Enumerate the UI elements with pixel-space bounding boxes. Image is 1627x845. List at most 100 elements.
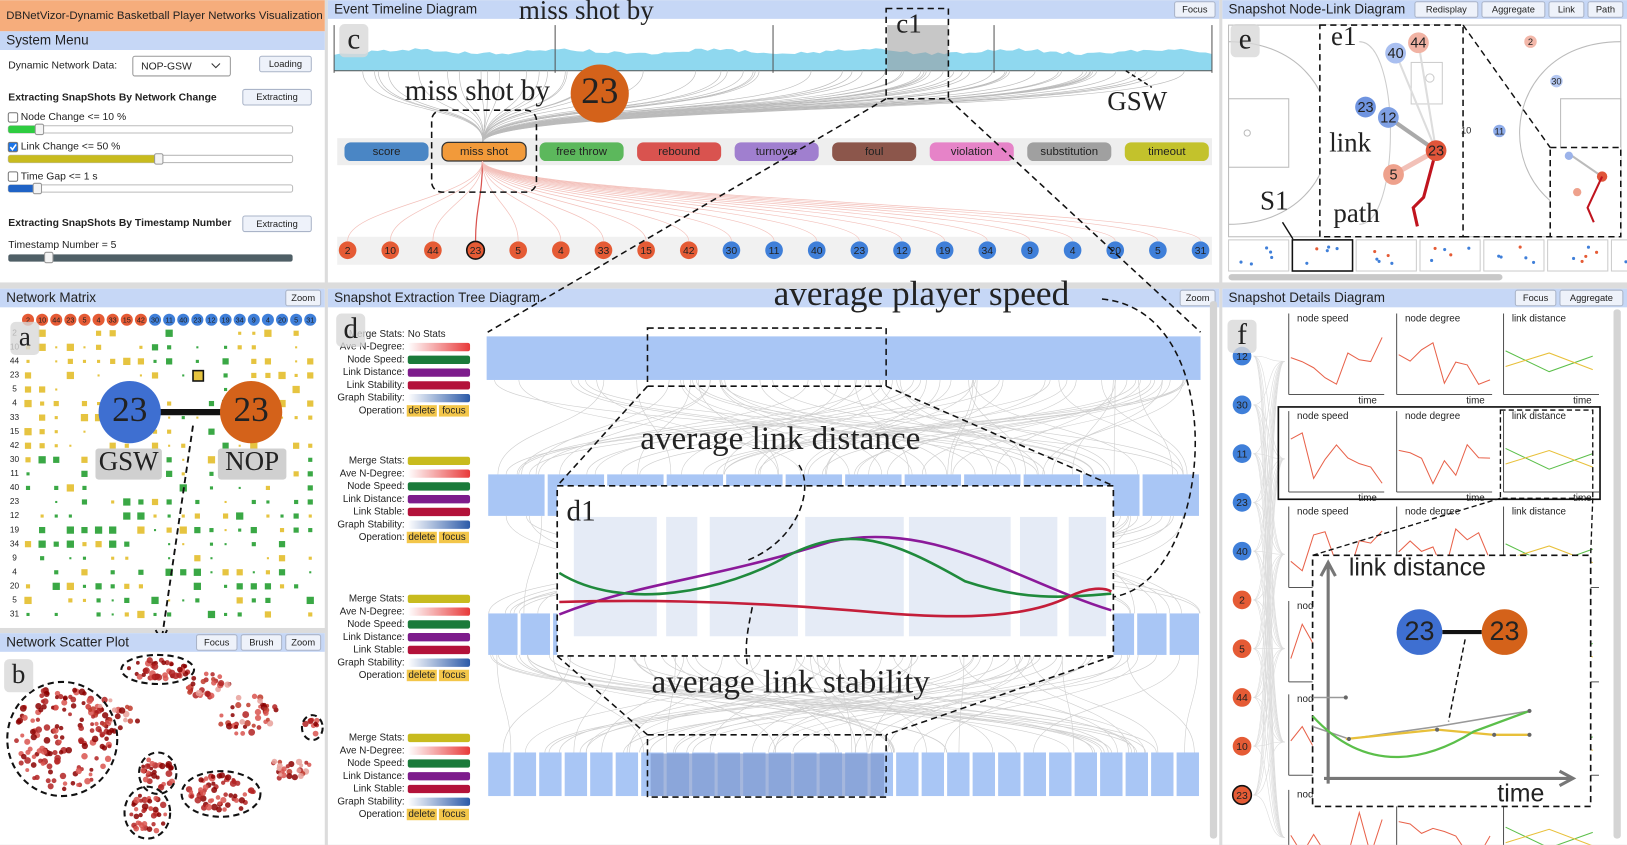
select-value[interactable]: NOP-GSW	[141, 61, 192, 72]
snapshot-node[interactable]	[1176, 752, 1199, 797]
slider-handle[interactable]	[154, 153, 164, 165]
snapshot-thumbnail[interactable]	[1610, 239, 1627, 272]
snapshot-node[interactable]	[1151, 752, 1174, 797]
button[interactable]	[242, 88, 312, 106]
snapshot-node[interactable]	[947, 752, 970, 797]
event-type[interactable]	[1124, 142, 1209, 162]
snapshot-node[interactable]	[520, 613, 550, 655]
button-label[interactable]: Redisplay	[1426, 5, 1467, 15]
op-button[interactable]	[406, 531, 437, 544]
op-label[interactable]: focus	[442, 809, 466, 820]
button-label[interactable]: Aggregate	[1492, 5, 1535, 15]
snapshot-node[interactable]	[615, 752, 639, 797]
snapshot-node[interactable]	[1169, 613, 1199, 655]
op-button[interactable]	[406, 405, 437, 417]
op-label[interactable]: delete	[408, 809, 435, 820]
slider-track[interactable]	[7, 125, 294, 134]
button[interactable]	[240, 634, 283, 651]
button[interactable]	[1481, 1, 1546, 18]
slider-handle[interactable]	[34, 123, 45, 136]
snapshot-node[interactable]	[488, 474, 545, 516]
event-type[interactable]	[539, 142, 624, 162]
snapshot-node[interactable]	[972, 752, 996, 797]
op-label[interactable]: focus	[442, 670, 466, 681]
snapshot-thumbnail[interactable]	[1355, 239, 1417, 272]
snapshot-thumbnail[interactable]	[1228, 239, 1290, 272]
button[interactable]	[1414, 1, 1479, 18]
checkbox[interactable]	[7, 112, 19, 123]
event-type[interactable]	[1027, 142, 1112, 162]
button[interactable]	[1514, 289, 1557, 307]
button[interactable]	[259, 55, 312, 73]
event-type[interactable]	[344, 142, 429, 162]
button[interactable]	[285, 634, 322, 651]
event-label[interactable]: violation	[951, 146, 993, 158]
snapshot-thumbnail[interactable]	[1291, 239, 1354, 272]
button-label[interactable]: Loading	[269, 59, 302, 69]
slider-handle[interactable]	[44, 251, 54, 264]
op-label[interactable]: delete	[408, 670, 435, 681]
button-label[interactable]: Zoom	[291, 637, 315, 647]
button-label[interactable]: Zoom	[291, 293, 315, 303]
event-label[interactable]: foul	[865, 146, 883, 158]
button[interactable]	[1174, 1, 1216, 18]
op-button[interactable]	[406, 669, 437, 682]
event-label[interactable]: miss shot	[460, 146, 509, 158]
snapshot-node[interactable]	[896, 752, 919, 797]
button[interactable]	[196, 634, 238, 651]
event-label[interactable]: free throw	[556, 146, 607, 158]
slider-handle[interactable]	[32, 182, 43, 195]
snapshot-node[interactable]	[488, 752, 511, 797]
button-label[interactable]: Focus	[204, 637, 230, 647]
snapshot-node[interactable]	[488, 613, 518, 655]
button-label[interactable]: Focus	[1182, 5, 1208, 15]
op-button[interactable]	[438, 808, 470, 821]
button-label[interactable]: Aggregate	[1570, 293, 1613, 303]
snapshot-node[interactable]	[539, 752, 562, 797]
op-button[interactable]	[438, 531, 470, 544]
button-label[interactable]: Zoom	[1186, 293, 1210, 303]
op-button[interactable]	[406, 808, 437, 821]
event-type[interactable]	[929, 142, 1014, 162]
snapshot-node[interactable]	[1125, 752, 1148, 797]
checkbox[interactable]	[7, 141, 19, 153]
button[interactable]	[1587, 1, 1624, 18]
button-label[interactable]: Extracting	[256, 219, 297, 229]
event-type[interactable]	[734, 142, 819, 162]
snapshot-node[interactable]	[1023, 752, 1047, 797]
event-label[interactable]: score	[373, 146, 401, 158]
button-label[interactable]: Extracting	[256, 92, 297, 102]
button-label[interactable]: Link	[1558, 5, 1575, 15]
snapshot-node[interactable]	[921, 752, 945, 797]
snapshot-thumbnail[interactable]	[1483, 239, 1545, 272]
op-label[interactable]: focus	[442, 405, 466, 416]
event-type[interactable]	[832, 142, 917, 162]
snapshot-thumbnail[interactable]	[1547, 239, 1609, 272]
event-label[interactable]: substitution	[1040, 146, 1098, 158]
snapshot-node[interactable]	[564, 752, 588, 797]
event-label[interactable]: timeout	[1148, 146, 1186, 158]
snapshot-node[interactable]	[1074, 752, 1097, 797]
snapshot-node[interactable]	[513, 752, 537, 797]
snapshot-node[interactable]	[1049, 752, 1072, 797]
event-label[interactable]: turnover	[756, 146, 798, 158]
event-type[interactable]	[441, 141, 527, 162]
snapshot-node[interactable]	[1137, 613, 1167, 655]
snapshot-node[interactable]	[486, 336, 1201, 380]
button[interactable]	[1179, 289, 1216, 307]
op-button[interactable]	[438, 405, 470, 417]
button-label[interactable]: Brush	[249, 637, 273, 647]
op-button[interactable]	[438, 669, 470, 682]
op-label[interactable]: delete	[408, 532, 435, 543]
snapshot-node[interactable]	[1100, 752, 1123, 797]
button-label[interactable]: Focus	[1523, 293, 1549, 303]
event-type[interactable]	[637, 142, 722, 162]
select[interactable]	[132, 55, 231, 77]
snapshot-node[interactable]	[998, 752, 1021, 797]
event-label[interactable]: rebound	[658, 146, 700, 158]
op-label[interactable]: delete	[408, 405, 435, 416]
snapshot-node[interactable]	[590, 752, 613, 797]
slider-track[interactable]	[7, 184, 294, 193]
checkbox[interactable]	[7, 171, 19, 182]
button[interactable]	[242, 215, 312, 233]
